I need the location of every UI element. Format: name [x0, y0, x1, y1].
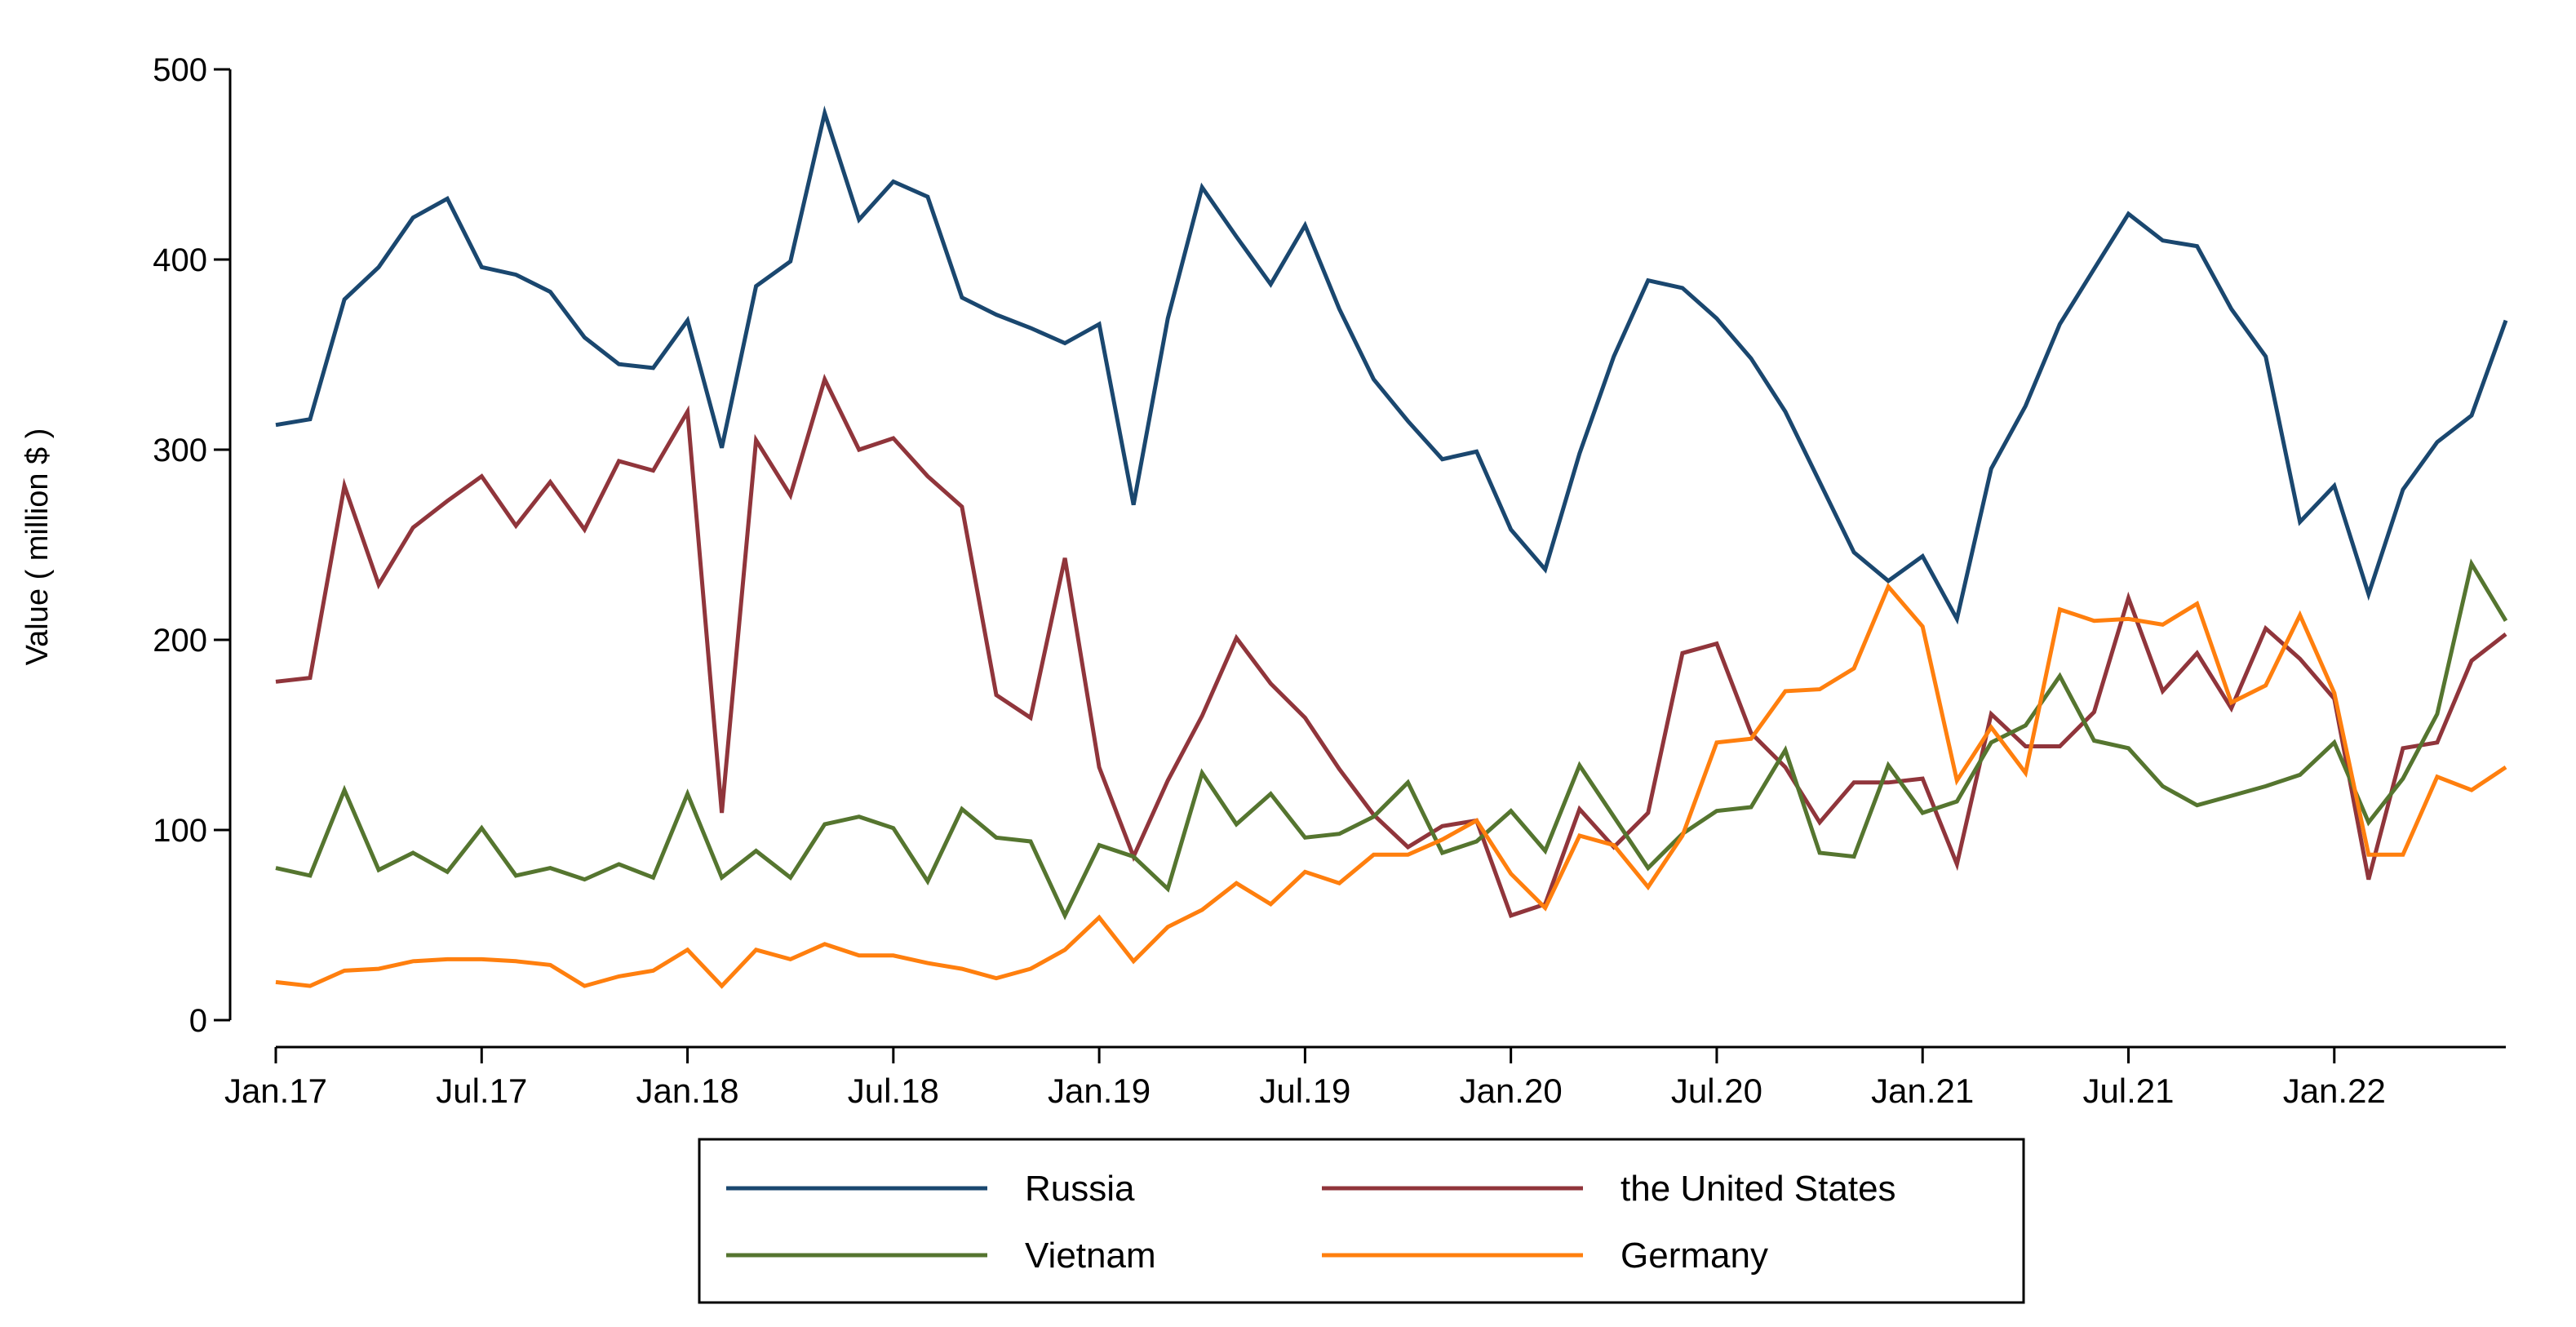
x-tick-label: Jul.20 [1671, 1072, 1762, 1110]
x-tick-label: Jan.22 [2283, 1072, 2386, 1110]
x-tick-label: Jan.17 [224, 1072, 327, 1110]
x-tick-label: Jul.18 [848, 1072, 939, 1110]
legend: Russia the United States Vietnam Germany [698, 1138, 2025, 1304]
x-tick-label: Jul.21 [2082, 1072, 2174, 1110]
y-tick-label: 0 [189, 1003, 207, 1039]
y-tick-label: 100 [153, 813, 207, 849]
x-tick-label: Jan.19 [1048, 1072, 1151, 1110]
legend-label-russia: Russia [1025, 1169, 1135, 1209]
legend-label-vietnam: Vietnam [1025, 1236, 1156, 1276]
y-tick-label: 300 [153, 433, 207, 468]
legend-box [698, 1138, 2025, 1304]
legend-label-the-united-states: the United States [1621, 1169, 1896, 1209]
legend-label-germany: Germany [1621, 1236, 1768, 1276]
x-tick-label: Jul.17 [436, 1072, 527, 1110]
y-axis: 0 100 200 300 400 500 [153, 52, 232, 1039]
x-tick-label: Jan.18 [636, 1072, 738, 1110]
y-tick-label: 200 [153, 623, 207, 659]
series-lines [275, 105, 2508, 989]
y-tick-label: 500 [153, 52, 207, 88]
series-line-russia [275, 105, 2508, 625]
series-line-vietnam [275, 558, 2508, 921]
x-tick-label: Jan.21 [1871, 1072, 1974, 1110]
x-axis: Jan.17 Jul.17 Jan.18 Jul.18 Jan.19 Jul.19 Jan.… [224, 1045, 2506, 1110]
x-tick-label: Jan.20 [1460, 1072, 1563, 1110]
series-line-germany [275, 583, 2507, 989]
y-tick-label: 400 [153, 242, 207, 278]
x-tick-label: Jul.19 [1259, 1072, 1350, 1110]
series-line-the-united-states [275, 373, 2507, 918]
y-axis-label: Value ( million $ ) [20, 428, 55, 666]
